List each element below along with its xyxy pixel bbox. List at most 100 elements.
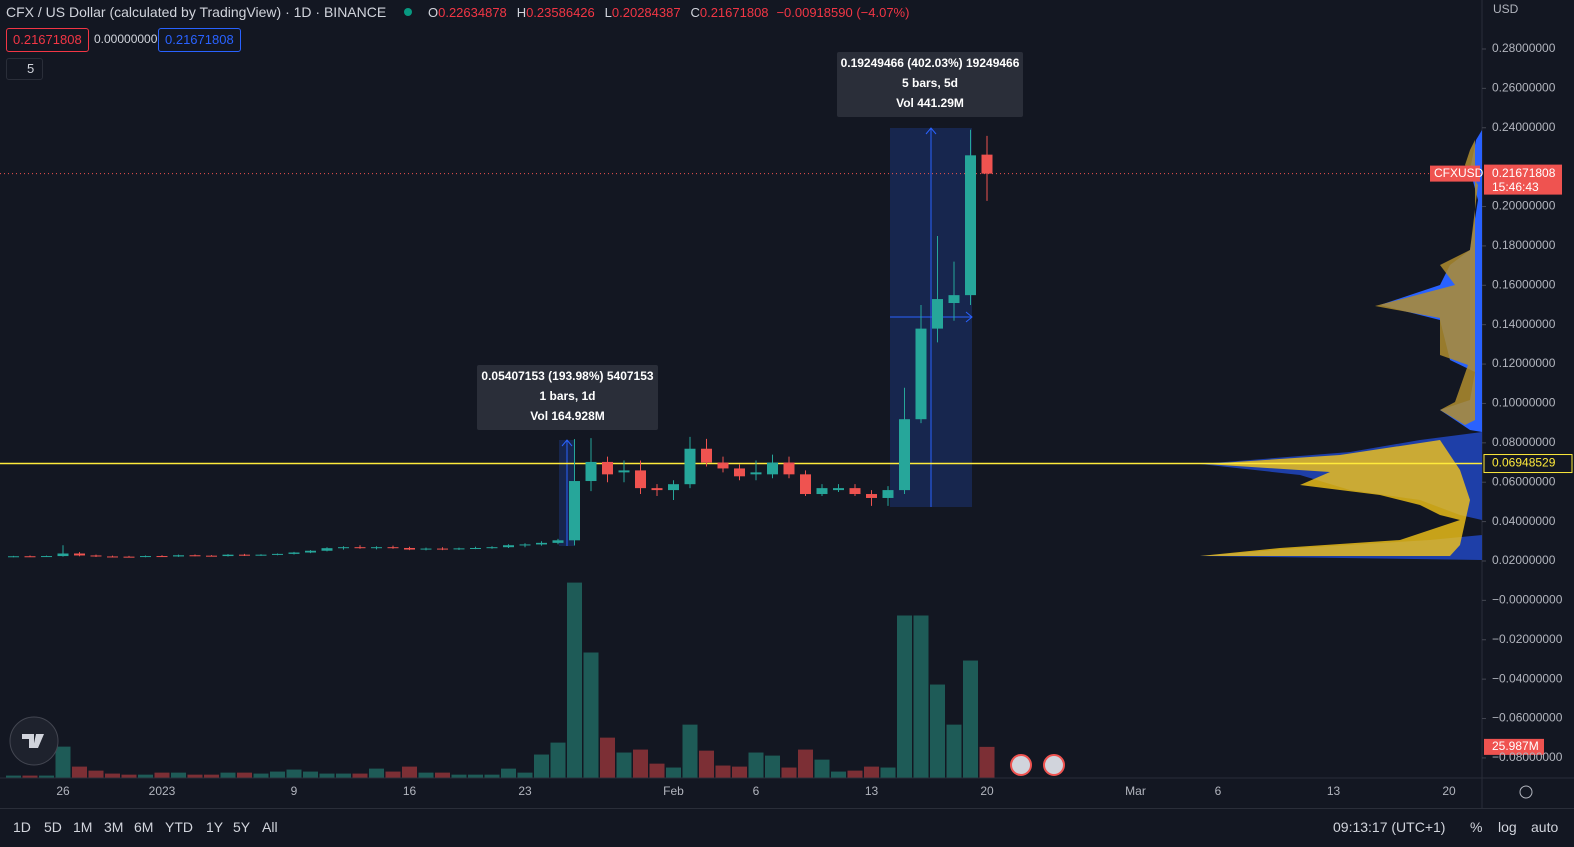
- y-tick-label: 0.08000000: [1492, 435, 1556, 449]
- candle-body: [569, 481, 580, 541]
- last-price-bg: [1484, 164, 1562, 195]
- timeframe-button[interactable]: 1M: [73, 819, 93, 835]
- volume-bar: [237, 772, 252, 778]
- volume-bar: [385, 771, 401, 778]
- candle-body: [90, 555, 102, 557]
- candle-body: [57, 553, 69, 557]
- event-flag[interactable]: [1043, 754, 1065, 776]
- measure-text: Vol 164.928M: [530, 409, 604, 423]
- ohlc-value: 0.20284387: [611, 5, 681, 20]
- candle-body: [668, 484, 679, 491]
- indicators-toggle[interactable]: 5: [6, 58, 44, 80]
- volume-bar: [451, 774, 467, 778]
- countdown-label: 15:46:43: [1492, 180, 1539, 194]
- candle-body: [338, 547, 349, 549]
- timeframe-button[interactable]: 1Y: [206, 819, 224, 835]
- y-tick-label: −0.06000000: [1492, 711, 1563, 725]
- y-tick-label: 0.16000000: [1492, 277, 1556, 291]
- volume-bar: [138, 774, 153, 778]
- candle-body: [734, 468, 745, 477]
- volume-bar: [534, 754, 549, 778]
- candle-body: [189, 555, 201, 557]
- y-tick-label: −0.02000000: [1492, 632, 1563, 646]
- candle-body: [222, 554, 234, 557]
- ohlc-key: L: [604, 5, 612, 20]
- candle-body: [602, 461, 613, 475]
- volume-bar: [781, 767, 797, 778]
- x-tick-label: 13: [1327, 784, 1341, 798]
- candle-body: [981, 154, 993, 174]
- candle-body: [305, 550, 316, 553]
- x-tick-label: 6: [753, 784, 760, 798]
- volume-bar: [946, 724, 962, 778]
- candle-body: [206, 555, 217, 557]
- candle-body: [41, 556, 52, 558]
- measure-arrowhead: [965, 311, 973, 323]
- annotations: 0.05407153 (193.98%) 5407153 1 bars, 1d Vo…: [477, 52, 1023, 546]
- x-tick-label: 6: [1215, 784, 1222, 798]
- clock: 09:13:17 (UTC+1): [1333, 819, 1446, 835]
- auto-toggle[interactable]: auto: [1531, 819, 1559, 835]
- x-tick-label: 16: [403, 784, 417, 798]
- volume-bar: [517, 772, 533, 778]
- status-dot: [404, 8, 413, 16]
- candle-body: [288, 552, 300, 554]
- ohlc-key: H: [516, 5, 527, 20]
- candle-body: [8, 556, 19, 558]
- x-tick-label: Mar: [1125, 784, 1146, 798]
- y-tick-label: 0.06000000: [1492, 474, 1556, 488]
- volume-bar: [6, 775, 21, 778]
- timeframe-button[interactable]: 5D: [44, 819, 62, 835]
- volume-label: 25.987M: [1492, 739, 1539, 753]
- measure-text: 5 bars, 5d: [902, 76, 958, 90]
- volume-bar: [352, 773, 368, 778]
- ohlc-value: 0.22634878: [438, 5, 507, 20]
- candle-body: [123, 556, 135, 558]
- volume-bar: [121, 774, 137, 778]
- sell-button[interactable]: 0.21671808: [6, 28, 89, 52]
- volume-bar: [732, 766, 747, 778]
- candle-body: [717, 462, 729, 469]
- timeframe-button[interactable]: YTD: [165, 819, 193, 835]
- change: −0.00918590 (−4.07%): [776, 5, 910, 20]
- timeframe-button[interactable]: 5Y: [233, 819, 251, 835]
- y-tick-label: −0.04000000: [1492, 671, 1563, 685]
- candle-body: [701, 448, 712, 463]
- candle-body: [833, 488, 844, 491]
- candle-body: [800, 474, 811, 495]
- candle-body: [948, 295, 960, 304]
- timeframe-button[interactable]: 6M: [134, 819, 154, 835]
- timeframe-button[interactable]: 1D: [13, 819, 31, 835]
- y-tick-label: 0.02000000: [1492, 553, 1556, 567]
- timeframe-button[interactable]: All: [262, 819, 278, 835]
- chart: 0.05407153 (193.98%) 5407153 1 bars, 1d Vo…: [0, 0, 1574, 808]
- candle-body: [651, 488, 663, 491]
- horizontal-line-label: 0.06948529: [1492, 456, 1556, 470]
- candle-body: [420, 548, 432, 550]
- volume-bar: [402, 766, 417, 778]
- volume-bar: [814, 759, 830, 778]
- volume-bar: [286, 769, 302, 778]
- volume-bar: [154, 772, 170, 778]
- x-tick-label: 20: [1442, 784, 1456, 798]
- volume-profile-poc-lower: [1200, 440, 1470, 556]
- volume-bar: [765, 755, 780, 778]
- volume-bar: [847, 770, 863, 778]
- volume-bar: [649, 763, 665, 778]
- volume-bar: [303, 771, 318, 778]
- settings-icon[interactable]: [1519, 785, 1533, 799]
- buy-button[interactable]: 0.21671808: [158, 28, 241, 52]
- event-flag[interactable]: [1010, 754, 1032, 776]
- y-tick-label: 0.28000000: [1492, 41, 1556, 55]
- percent-toggle[interactable]: %: [1470, 819, 1483, 835]
- volume-bar: [171, 772, 186, 778]
- volume-bar: [616, 752, 632, 778]
- currency-selector[interactable]: USD: [1493, 2, 1519, 16]
- volume-bar: [220, 772, 236, 778]
- x-tick-label: 13: [865, 784, 879, 798]
- timeframe-button[interactable]: 3M: [104, 819, 124, 835]
- volume-bar: [22, 775, 38, 778]
- log-toggle[interactable]: log: [1498, 819, 1517, 835]
